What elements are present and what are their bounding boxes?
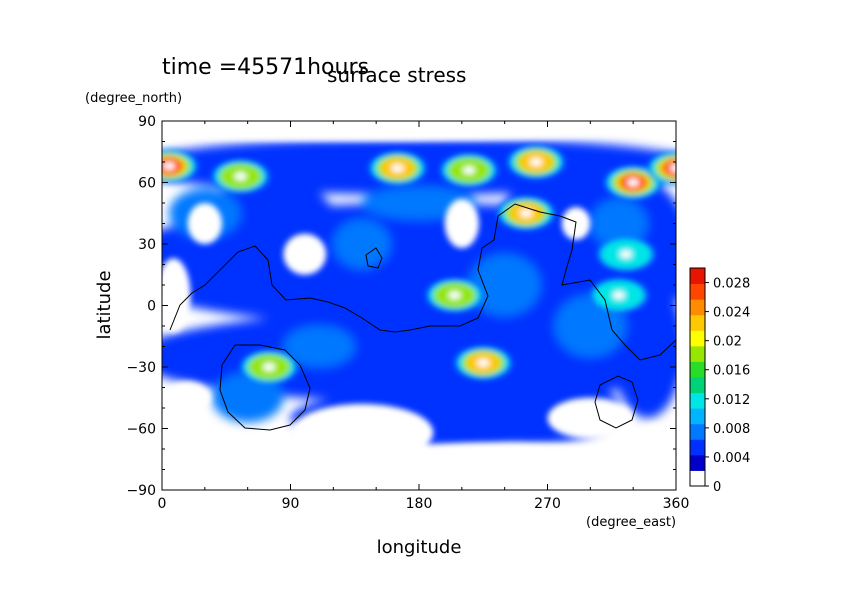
x-tick-label: 270 — [534, 496, 561, 512]
colorbar-segment — [690, 454, 705, 471]
field-gaps — [162, 121, 676, 490]
y-tick-label: 0 — [147, 299, 156, 315]
stress-max-core-11 — [612, 291, 625, 300]
colorbar-segment — [690, 299, 705, 316]
colorbar-segment — [690, 361, 705, 378]
colorbar-tick-label: 0 — [713, 480, 721, 495]
colorbar-segment — [690, 423, 705, 440]
y-tick-label: −60 — [126, 422, 156, 438]
colorbar-segment — [690, 439, 705, 456]
colorbar-tick-label: 0.004 — [713, 451, 750, 466]
coastline-americas — [169, 245, 431, 333]
colorbar: 0 0.004 0.008 0.012 0.016 0.02 0.024 0.028 — [689, 267, 750, 495]
axis-ticks: 0 90 180 270 360 90 60 30 0 −30 −60 −90 — [126, 114, 689, 512]
stress-max-core-4 — [530, 158, 543, 166]
stress-max-6-ring-4 — [663, 159, 676, 177]
colorbar-tick-label: 0.028 — [713, 277, 750, 292]
x-tick-label: 180 — [406, 496, 433, 512]
colorbar-segment — [690, 283, 705, 300]
field-base — [162, 137, 676, 447]
chart-title: surface stress — [327, 63, 466, 87]
stress-max-core-9 — [477, 358, 490, 367]
y-tick-label: −90 — [126, 483, 156, 499]
coastline-australia — [594, 375, 639, 429]
x-axis-label: longitude — [377, 537, 462, 558]
stress-max-core-3 — [462, 166, 475, 175]
x-tick-label: 0 — [158, 496, 167, 512]
colorbar-segment — [690, 392, 705, 409]
stress-max-core-12 — [620, 250, 633, 259]
colorbar-segment — [690, 470, 705, 487]
colorbar-tick-label: 0.02 — [713, 335, 742, 350]
colorbar-tick-label: 0.016 — [713, 364, 750, 379]
y-axis-label: latitude — [94, 270, 115, 339]
stress-max-core-5 — [627, 178, 640, 187]
y-unit-label: (degree_north) — [85, 91, 182, 106]
y-tick-label: 30 — [138, 237, 156, 253]
stress-max-core-1 — [234, 172, 247, 181]
y-tick-label: 60 — [138, 176, 156, 192]
y-tick-label: 90 — [138, 114, 156, 130]
colorbar-segment — [690, 268, 705, 285]
x-unit-label: (degree_east) — [586, 515, 676, 530]
colorbar-segment — [690, 314, 705, 331]
x-tick-label: 90 — [282, 496, 300, 512]
stress-field — [162, 121, 676, 490]
chart-subtitle: time =45571hours — [162, 55, 369, 80]
stress-max-core-8 — [448, 291, 461, 300]
coastline-island-small — [365, 247, 383, 269]
colorbar-segment — [690, 408, 705, 425]
stress-max-core-0 — [163, 162, 176, 171]
stress-max-core-6 — [670, 164, 676, 173]
colorbar-tick-label: 0.008 — [713, 422, 750, 437]
x-tick-label: 360 — [663, 496, 690, 512]
colorbar-frame — [689, 267, 706, 487]
colorbar-segment — [690, 330, 705, 347]
stress-max-core-7 — [520, 209, 533, 218]
colorbar-segment — [690, 345, 705, 362]
colorbar-segment — [690, 377, 705, 394]
colorbar-tick-label: 0.012 — [713, 393, 750, 408]
colorbar-tick-label: 0.024 — [713, 306, 750, 321]
continent-outlines — [169, 203, 676, 431]
coastline-south-america — [219, 344, 311, 431]
y-tick-label: −30 — [126, 360, 156, 376]
stress-max-core-2 — [391, 164, 404, 173]
stress-maxima — [162, 145, 676, 384]
stress-max-core-10 — [263, 363, 276, 371]
plot-area: 0 90 180 270 360 90 60 30 0 −30 −60 −90 — [126, 114, 689, 512]
coastline-asia-east — [430, 203, 676, 361]
